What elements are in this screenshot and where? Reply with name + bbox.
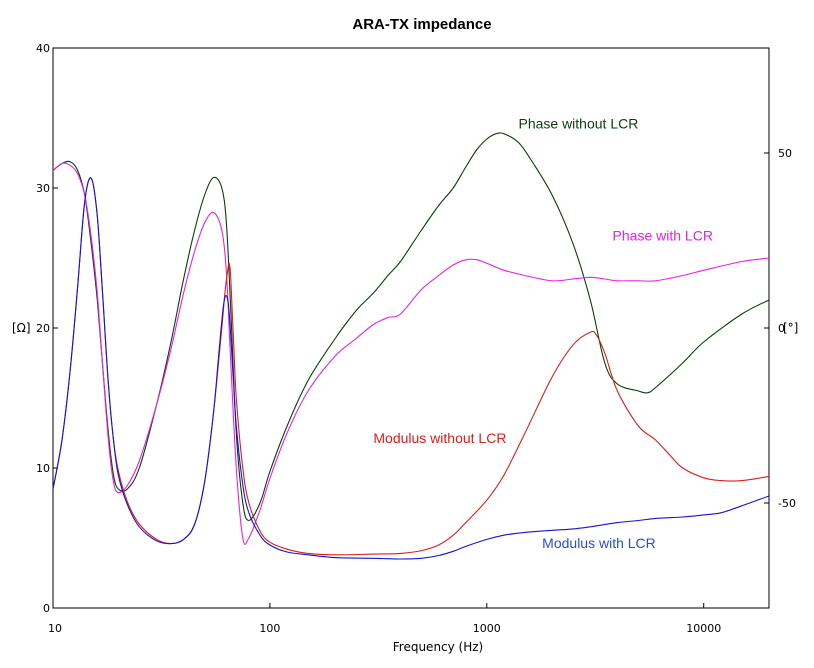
series-line-modulus-with-lcr (52, 177, 770, 560)
x-axis-ticks: 10 100 1000 10000 (48, 603, 721, 635)
annotation-modulus-without-lcr: Modulus without LCR (373, 430, 506, 446)
x-axis-label: Frequency (Hz) (393, 640, 484, 654)
y-left-axis-ticks: 0 10 20 30 40 (36, 42, 58, 615)
plot-frame (52, 47, 770, 609)
y-right-axis-ticks: -50 0 50 (764, 147, 796, 510)
annotation-phase-without-lcr: Phase without LCR (518, 116, 638, 132)
x-tick-label-0: 10 (48, 622, 62, 635)
y-left-tick-label-2: 20 (36, 322, 50, 335)
series-line-phase-without-lcr (52, 132, 770, 522)
y-right-tick-label-2: 50 (778, 147, 792, 160)
x-tick-label-2: 1000 (473, 622, 501, 635)
chart-title: ARA-TX impedance (352, 16, 491, 33)
series-line-phase-with-lcr (52, 162, 770, 545)
annotation-modulus-with-lcr: Modulus with LCR (542, 535, 656, 551)
y-left-tick-label-3: 30 (36, 182, 50, 195)
x-tick-label-3: 10000 (686, 622, 721, 635)
series-lines (52, 132, 770, 560)
y-left-tick-label-1: 10 (36, 462, 50, 475)
y-right-tick-label-1: 0 (778, 322, 785, 335)
y-left-tick-label-4: 40 (36, 42, 50, 55)
y-left-axis-label: [Ω] (12, 321, 31, 335)
y-left-tick-label-0: 0 (43, 602, 50, 615)
series-annotations: Phase without LCR Phase with LCR Modulus w… (373, 116, 713, 551)
annotation-phase-with-lcr: Phase with LCR (613, 228, 713, 244)
y-right-axis-label: [°] (783, 321, 798, 335)
y-right-tick-label-0: -50 (778, 497, 796, 510)
x-tick-label-1: 100 (259, 622, 280, 635)
